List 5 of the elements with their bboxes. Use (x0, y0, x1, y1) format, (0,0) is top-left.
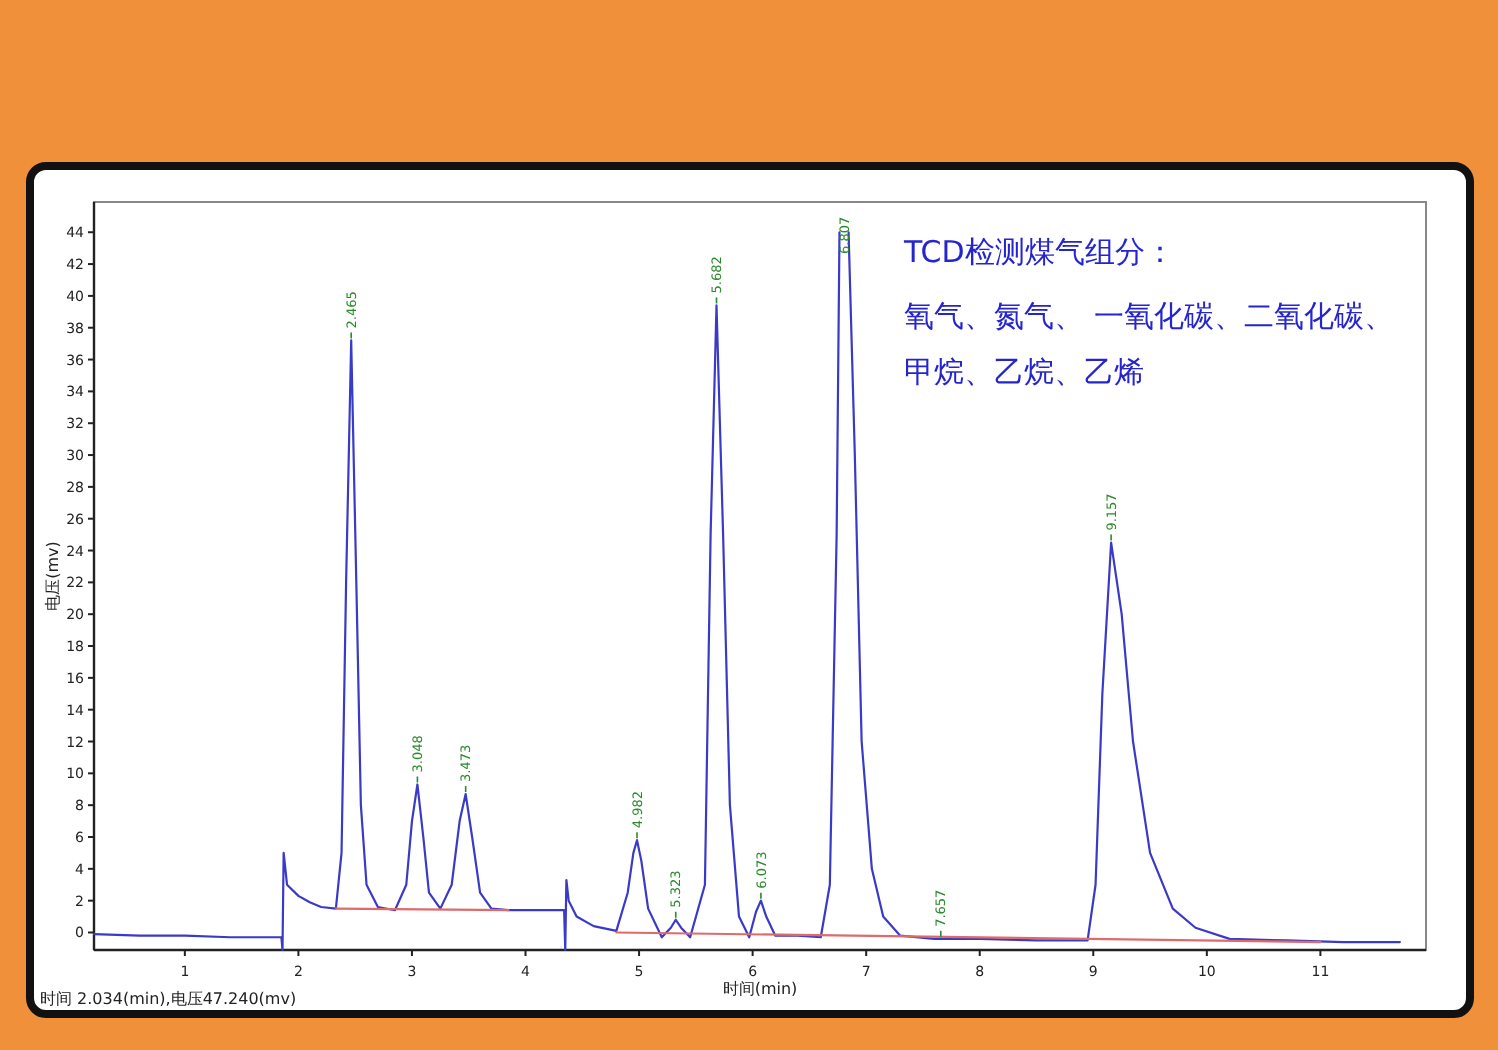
text: TCD检测煤气组分： (902, 234, 1175, 270)
y-axis-title: 电压(mv) (44, 541, 62, 611)
text: 氧气、氮气、 一氧化碳、二氧化碳、甲烷、乙烷、乙烯 (904, 298, 1394, 390)
text: 时间 2.034(min),电压47.240(mv) (40, 990, 297, 1008)
x-axis-title: 时间(min) (722, 980, 798, 998)
